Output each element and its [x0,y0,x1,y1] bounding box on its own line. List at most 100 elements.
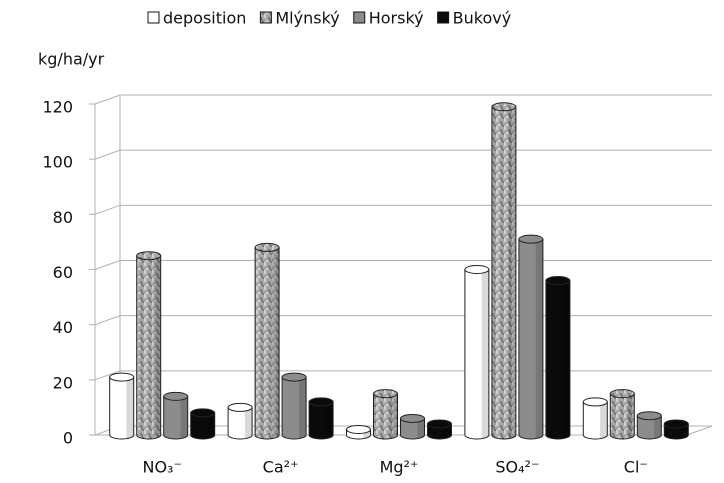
bar-body [373,393,398,440]
grid-line [94,260,712,270]
y-axis-label: kg/ha/yr [38,50,105,69]
bar [545,276,571,440]
y-tick-label: 60 [53,263,73,282]
grid-line [94,315,712,326]
bar-shade [417,418,425,439]
bar-top [346,424,371,434]
bar-shade [325,401,334,439]
bar-shade [153,255,161,439]
bar-top [109,372,135,382]
bar-top [609,389,635,399]
bar [636,411,662,440]
bar-top [373,389,398,399]
bar-top [400,413,425,423]
bar-shade [298,377,307,439]
bar-top [545,276,571,286]
bar-body [582,401,608,440]
bar-top [636,411,662,421]
y-tick-label: 80 [53,208,73,227]
bar-top [254,242,280,252]
bar-top [227,402,253,412]
bar-top [582,397,608,407]
bar-top [281,372,307,382]
bar-body [190,412,216,440]
bar-body [281,376,307,440]
bar-body [109,376,135,440]
legend-swatch [259,11,272,24]
legend-swatch [353,11,366,24]
grid-line [94,94,712,105]
bar [464,265,490,440]
bar-shade [390,393,398,439]
bar [663,419,689,440]
y-tick-label: 0 [63,429,73,448]
y-tick-label: 40 [53,318,73,337]
legend-label: Horský [369,9,424,28]
bar [491,102,517,440]
x-tick-label: Mg²⁺ [380,458,419,477]
bar [518,234,544,440]
bar-shade [600,401,608,439]
bar-body [464,269,490,440]
bar-top [663,419,689,429]
y-tick-label: 100 [42,153,73,172]
x-tick-label: SO₄²⁻ [495,458,539,477]
bar [373,389,398,440]
bar-top [491,102,517,112]
grid-line [94,370,712,381]
bar-body [491,106,517,440]
bar-shade [627,393,635,439]
bar-top [464,265,490,274]
bar [308,397,334,440]
bar-body [609,393,635,440]
bar [400,413,425,440]
bar [281,372,307,440]
x-tick-label: Cl⁻ [624,458,648,477]
bar-top [190,408,216,418]
bar-shade [535,239,543,439]
bar [346,424,371,440]
bar [109,372,135,440]
bar-top [163,391,189,401]
bar [427,419,452,440]
bar-body [227,406,253,440]
bar-top [136,251,162,261]
bar-body [254,246,280,440]
grid-line [94,204,712,215]
bar-shade [126,377,134,439]
bar-shade [654,415,662,439]
grid-line [94,149,712,160]
bar-top [518,234,544,244]
bar-top [427,419,452,429]
bar-body [136,255,162,440]
bar-body [545,280,571,440]
legend-swatch [437,11,450,24]
bar-top [308,397,334,407]
bar [190,408,216,440]
bar-body [163,395,189,440]
x-tick-label: Ca²⁺ [263,458,299,477]
bar-shade [244,407,253,439]
bar-shade [180,396,188,439]
bar [609,389,635,440]
bar-shade [562,280,570,439]
bar [227,402,253,440]
bar [582,397,608,440]
bar-body [518,238,544,440]
bar [163,391,189,440]
bar [136,251,162,440]
bar-shade [481,269,489,439]
legend-swatch [147,11,160,24]
x-tick-label: NO₃⁻ [142,458,181,477]
bar-body [308,401,334,440]
legend-label: Mlýnský [275,9,339,28]
bar [254,242,280,440]
bar-body [400,417,425,440]
y-tick-label: 120 [42,98,73,117]
legend-label: Bukový [453,9,512,28]
bar-shade [271,247,280,439]
bar-shade [207,412,215,439]
bar-shade [508,106,516,439]
y-tick-label: 20 [53,373,73,392]
